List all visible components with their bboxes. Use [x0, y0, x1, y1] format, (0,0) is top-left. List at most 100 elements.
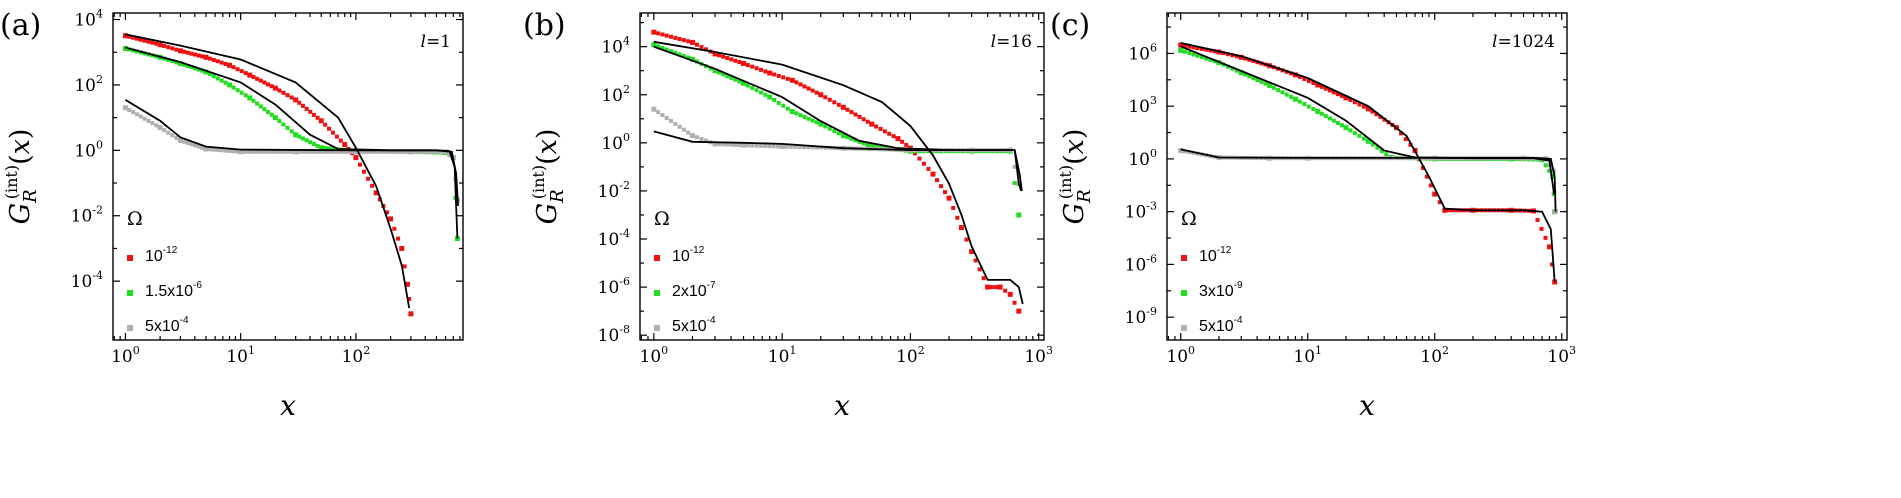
x-tick-label: 102 — [896, 344, 925, 367]
data-point — [1003, 288, 1008, 293]
data-point — [797, 145, 802, 150]
data-point — [369, 149, 374, 154]
legend-marker — [127, 325, 133, 331]
data-point — [823, 124, 828, 129]
data-point — [251, 74, 256, 79]
data-point — [238, 149, 244, 155]
data-point — [1284, 92, 1289, 97]
data-point — [1365, 106, 1371, 112]
data-point — [189, 65, 194, 70]
l-annotation: l=16 — [991, 32, 1032, 52]
data-point — [166, 45, 171, 50]
y-tick-label: 100 — [74, 138, 103, 161]
data-point — [1375, 145, 1380, 150]
data-point — [247, 72, 253, 78]
data-point — [857, 139, 862, 144]
panel-c: 100 101 102 103 10-9 10-6 10-3 100 103 106 l=1024 Ω… — [1050, 8, 1576, 422]
data-point — [776, 73, 781, 78]
data-point — [669, 49, 674, 54]
data-point — [1446, 208, 1451, 213]
data-point — [793, 144, 798, 149]
data-point — [1238, 54, 1244, 60]
data-point — [357, 162, 362, 167]
data-point — [699, 136, 704, 141]
data-point — [342, 142, 348, 148]
data-point — [174, 60, 179, 65]
data-point — [664, 33, 669, 38]
data-point — [289, 149, 294, 154]
data-point — [162, 128, 167, 133]
data-point — [767, 144, 772, 149]
data-point — [127, 34, 132, 39]
data-point — [1547, 168, 1552, 173]
data-point — [1335, 92, 1340, 97]
data-point — [146, 39, 151, 44]
data-point — [142, 116, 147, 121]
x-tick-label: 103 — [1024, 344, 1053, 367]
data-point — [170, 46, 175, 51]
data-point — [704, 138, 709, 143]
data-point — [1374, 112, 1379, 117]
legend: Ω10-12 1.5x10-6 5x10-4 — [127, 208, 202, 335]
y-tick-label: 104 — [74, 8, 103, 31]
data-point — [664, 116, 669, 121]
legend-marker — [127, 255, 133, 261]
data-point — [781, 103, 786, 108]
data-point — [951, 205, 956, 210]
data-point — [1208, 48, 1213, 53]
y-tick-label: 10-2 — [71, 204, 103, 227]
data-point — [1319, 84, 1324, 89]
data-point — [912, 151, 917, 156]
data-point — [689, 56, 695, 62]
data-point — [1550, 262, 1555, 267]
data-point — [396, 236, 401, 241]
data-point — [725, 142, 730, 147]
data-point — [1204, 47, 1209, 52]
data-point — [281, 149, 286, 154]
data-point — [189, 51, 194, 56]
data-point — [326, 146, 331, 151]
data-point — [316, 149, 321, 154]
data-point — [223, 61, 228, 66]
data-point — [891, 134, 896, 139]
data-point — [836, 131, 841, 136]
data-point — [737, 142, 742, 147]
data-point — [763, 69, 768, 74]
data-point — [293, 132, 299, 138]
data-point — [767, 70, 773, 76]
y-axis-label: GR(int)(x) — [529, 129, 568, 225]
data-point — [177, 48, 183, 54]
data-point — [157, 42, 163, 48]
data-point — [1450, 208, 1455, 213]
data-point — [673, 35, 678, 40]
data-point — [134, 36, 139, 41]
legend-title: Ω — [127, 208, 143, 230]
data-point — [1230, 66, 1235, 71]
data-point — [327, 149, 332, 154]
plot-frame — [1166, 12, 1568, 341]
data-point — [193, 143, 198, 148]
y-axis-label: GR(int)(x) — [1056, 129, 1095, 225]
data-point — [1428, 183, 1433, 188]
data-point — [142, 38, 147, 43]
data-point — [1016, 212, 1022, 218]
data-point — [385, 149, 390, 154]
data-point — [243, 71, 248, 76]
data-point — [370, 183, 375, 188]
data-point — [958, 225, 964, 231]
data-point — [827, 126, 832, 131]
fit-line-0 — [653, 40, 1024, 305]
data-point — [200, 145, 205, 150]
data-point — [1234, 54, 1239, 59]
data-point — [200, 54, 205, 59]
data-point — [775, 144, 780, 149]
data-point — [1012, 181, 1017, 186]
data-point — [177, 61, 183, 67]
data-point — [1302, 102, 1307, 107]
data-point — [1182, 149, 1187, 154]
x-tick-label: 100 — [1166, 344, 1195, 367]
data-point — [660, 45, 665, 50]
data-point — [917, 156, 922, 161]
data-point — [784, 144, 789, 149]
data-point — [1331, 118, 1336, 123]
